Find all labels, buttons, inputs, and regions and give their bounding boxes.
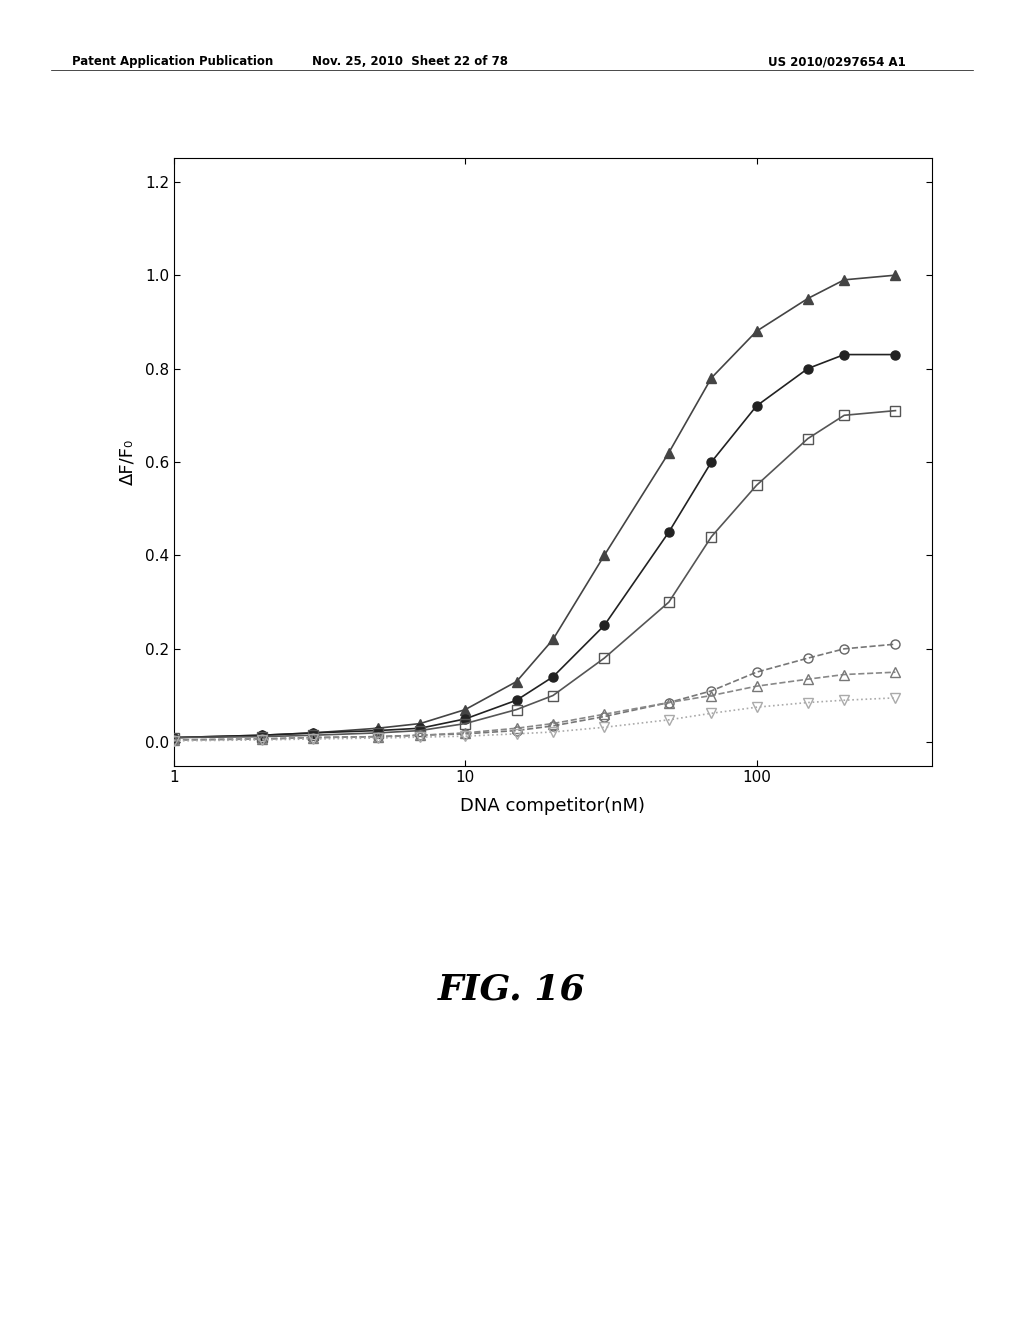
Y-axis label: ΔF/F₀: ΔF/F₀ [119, 438, 136, 486]
Text: Patent Application Publication: Patent Application Publication [72, 55, 273, 69]
Text: FIG. 16: FIG. 16 [438, 973, 586, 1007]
Text: US 2010/0297654 A1: US 2010/0297654 A1 [768, 55, 906, 69]
Text: Nov. 25, 2010  Sheet 22 of 78: Nov. 25, 2010 Sheet 22 of 78 [311, 55, 508, 69]
X-axis label: DNA competitor(nM): DNA competitor(nM) [461, 796, 645, 814]
